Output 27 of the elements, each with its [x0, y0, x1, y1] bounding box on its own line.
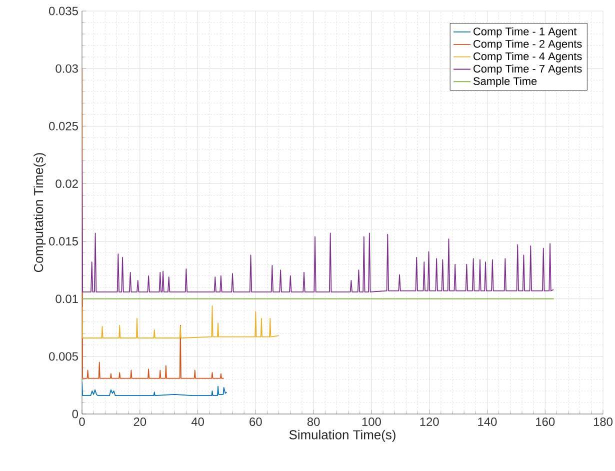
x-tick-label: 180 — [594, 418, 613, 426]
legend-label: Comp Time - 7 Agents — [474, 64, 582, 75]
y-tick-label: 0.03 — [56, 64, 78, 73]
y-tick-label: 0.005 — [49, 352, 78, 361]
y-tick-label: 0.025 — [49, 122, 78, 130]
x-tick-label: 100 — [362, 418, 381, 426]
y-tick-label: 0.015 — [49, 237, 78, 246]
legend-label: Sample Time — [473, 76, 537, 88]
line-series — [82, 160, 554, 292]
x-axis-title: Simulation Time(s) — [289, 430, 396, 442]
y-tick-label: 0.035 — [49, 6, 78, 16]
x-tick-label: 60 — [250, 418, 262, 426]
legend-label: Comp Time - 1 Agent — [474, 27, 577, 38]
line-series — [82, 305, 280, 338]
y-axis-title: Computation Time(s) — [34, 153, 46, 272]
x-tick-label: 80 — [307, 418, 320, 426]
x-tick-label: 20 — [134, 418, 146, 426]
x-tick-label: 160 — [536, 418, 555, 426]
y-tick-label: 0 — [72, 410, 78, 418]
legend-label: Comp Time - 2 Agents — [474, 40, 582, 50]
x-tick-label: 120 — [420, 418, 439, 426]
x-tick-label: 0 — [79, 418, 85, 426]
legend-label: Comp Time - 4 Agents — [474, 52, 582, 62]
y-tick-label: 0.02 — [56, 179, 78, 188]
y-tick-label: 0.01 — [56, 294, 78, 304]
x-tick-label: 40 — [191, 418, 204, 426]
x-tick-label: 140 — [478, 418, 497, 426]
